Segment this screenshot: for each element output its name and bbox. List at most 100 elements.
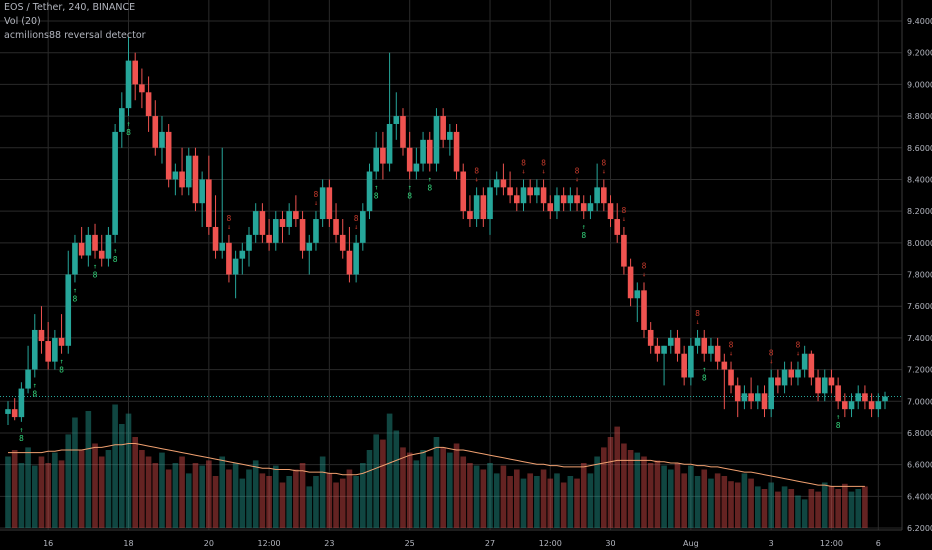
- volume-bar: [212, 476, 219, 528]
- volume-bar: [420, 450, 426, 528]
- candle-body: [580, 203, 587, 212]
- candle-body: [380, 147, 386, 164]
- candle-body: [801, 353, 808, 370]
- candle-body: [306, 242, 313, 251]
- volume-bar: [339, 478, 346, 528]
- volume-bar: [761, 489, 768, 528]
- price-tick-label: 9.0000: [907, 80, 932, 89]
- candle-body: [366, 171, 373, 212]
- price-tick-label: 8.4000: [907, 175, 932, 184]
- price-tick-label: 9.4000: [907, 17, 932, 26]
- candle-body: [614, 219, 621, 235]
- volume-bar: [842, 483, 848, 528]
- candle-body: [426, 139, 433, 164]
- candle-body: [601, 187, 607, 204]
- volume-bar: [286, 476, 292, 528]
- sell-signal-label: 8: [642, 261, 647, 270]
- volume-bar: [406, 452, 413, 528]
- buy-signal-arrow: ↑: [836, 413, 840, 421]
- candle-body: [761, 393, 768, 410]
- volume-bar: [105, 450, 112, 528]
- volume-bar: [172, 463, 179, 528]
- candle-body: [882, 396, 888, 402]
- volume-bar: [574, 478, 580, 528]
- buy-signal-label: 8: [407, 191, 412, 200]
- volume-bar: [721, 476, 728, 528]
- volume-bar: [607, 437, 614, 528]
- candle-body: [775, 377, 781, 386]
- candle-body: [848, 401, 855, 410]
- volume-bar: [266, 476, 272, 528]
- time-tick-label: 16: [43, 539, 53, 548]
- candle-body: [688, 345, 694, 378]
- volume-bar: [788, 489, 795, 528]
- volume-bar: [112, 404, 118, 528]
- candle-body: [179, 171, 185, 188]
- time-tick-label: 12:00: [258, 539, 281, 548]
- sell-signal-arrow: ↓: [314, 199, 318, 207]
- candle-body: [386, 123, 393, 164]
- price-tick-label: 7.6000: [907, 302, 932, 311]
- price-tick-label: 6.4000: [907, 492, 932, 501]
- volume-bar: [279, 482, 286, 528]
- candle-body: [353, 242, 359, 275]
- candle-body: [145, 92, 152, 117]
- volume-bar: [694, 476, 701, 528]
- time-tick-label: 25: [405, 539, 415, 548]
- sell-signal-label: 8: [227, 214, 232, 223]
- volume-bar: [165, 469, 172, 528]
- time-tick-label: 27: [485, 539, 495, 548]
- volume-bar: [5, 456, 11, 528]
- volume-bar: [400, 447, 406, 528]
- candle-body: [714, 345, 721, 362]
- candle-body: [661, 345, 667, 354]
- volume-bar: [487, 463, 493, 528]
- buy-signal-arrow: ↑: [408, 183, 412, 191]
- time-tick-label: 23: [324, 539, 334, 548]
- price-tick-label: 6.8000: [907, 429, 932, 438]
- volume-bar: [513, 469, 520, 528]
- volume-bar: [795, 495, 801, 528]
- candle-body: [487, 187, 493, 220]
- candle-body: [480, 195, 487, 220]
- volume-bar: [701, 469, 708, 528]
- candle-body: [165, 131, 172, 180]
- volume-bar: [835, 489, 841, 528]
- candle-body: [587, 203, 594, 212]
- buy-signal-label: 8: [836, 421, 841, 430]
- volume-bar: [768, 482, 774, 528]
- volume-bar: [560, 482, 567, 528]
- volume-bar: [179, 456, 185, 528]
- candle-body: [119, 108, 125, 132]
- volume-bar: [781, 486, 788, 528]
- volume-bar: [460, 456, 467, 528]
- candle-body: [721, 361, 728, 370]
- buy-signal-arrow: ↑: [73, 286, 77, 294]
- volume-bar: [386, 413, 393, 528]
- volume-bar: [453, 443, 460, 528]
- sell-signal-label: 8: [575, 166, 580, 175]
- buy-signal-label: 8: [93, 271, 98, 280]
- volume-bar: [426, 456, 433, 528]
- candle-body: [708, 345, 714, 354]
- candle-body: [252, 211, 259, 235]
- symbol-legend: EOS / Tether, 240, BINANCE: [4, 2, 136, 13]
- candle-body: [594, 187, 600, 204]
- price-tick-label: 7.0000: [907, 397, 932, 406]
- sell-signal-label: 8: [354, 214, 359, 223]
- sell-signal-label: 8: [729, 341, 734, 350]
- price-tick-label: 8.8000: [907, 112, 932, 121]
- candle-body: [634, 290, 641, 299]
- candle-body: [192, 155, 199, 204]
- price-tick-label: 9.2000: [907, 49, 932, 58]
- volume-bar: [58, 460, 65, 528]
- volume-bar: [98, 456, 105, 528]
- volume-bar: [380, 439, 386, 528]
- buy-signal-arrow: ↑: [33, 381, 37, 389]
- volume-bar: [828, 486, 835, 528]
- volume-bar: [31, 465, 38, 528]
- candle-body: [574, 195, 580, 204]
- candle-body: [741, 393, 748, 402]
- sell-signal-label: 8: [521, 158, 526, 167]
